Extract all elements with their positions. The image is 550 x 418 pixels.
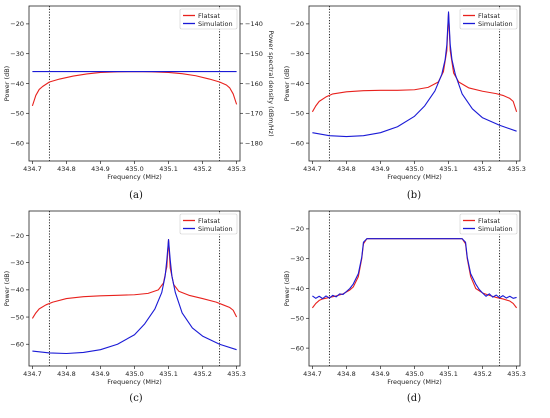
y-right-tick-label: −180 (245, 139, 263, 147)
x-tick-label: 435.1 (439, 370, 458, 378)
panel-caption: (c) (129, 393, 143, 404)
x-tick-label: 435.3 (227, 370, 246, 378)
plot-area (311, 6, 518, 161)
x-tick-label: 435.1 (159, 370, 178, 378)
x-tick-label: 434.7 (303, 165, 322, 173)
plot-frame (28, 210, 241, 367)
plot-area (31, 211, 238, 366)
x-tick-label: 435.3 (227, 165, 246, 173)
chart-panel-3: 434.7 434.8 434.9 435.0 435.1 435.2 435.3 −60 −5… (3, 210, 246, 404)
x-tick-label: 434.7 (23, 370, 42, 378)
x-tick-label: 435.0 (125, 370, 144, 378)
y-tick-label: −20 (10, 232, 24, 240)
x-tick-label: 435.2 (473, 370, 492, 378)
y-right-tick-label: −140 (245, 20, 263, 28)
legend-label: Flatsat (198, 12, 220, 20)
series-line-simulation (32, 239, 237, 355)
panel-caption: (a) (129, 190, 143, 201)
y-tick-label: −40 (290, 80, 304, 88)
chart-panel-4: 434.7 434.8 434.9 435.0 435.1 435.2 435.3 −60 −5… (283, 210, 526, 404)
y-axis-label: Power (dB) (3, 271, 11, 306)
x-tick-label: 435.3 (507, 165, 526, 173)
x-tick-label: 434.9 (91, 370, 110, 378)
x-tick-label: 435.2 (193, 165, 212, 173)
chart-panel-1: 434.7 434.8 434.9 435.0 435.1 435.2 435.3 −60 −5… (3, 5, 275, 201)
y-tick-label: −50 (10, 110, 24, 118)
y-right-tick-label: −160 (245, 80, 263, 88)
panel-caption: (b) (407, 190, 421, 201)
series-line-simulation (312, 238, 517, 300)
x-tick-label: 434.7 (303, 370, 322, 378)
y-right-tick-label: −150 (245, 50, 263, 58)
y-axis-label: Power (dB) (283, 66, 291, 101)
series-line-flatsat (311, 12, 518, 113)
x-tick-label: 435.1 (159, 165, 178, 173)
y-tick-label: −60 (10, 139, 24, 147)
x-tick-label: 435.2 (473, 165, 492, 173)
y-tick-label: −50 (290, 110, 304, 118)
series-line-flatsat (311, 238, 518, 309)
y-right-tick-label: −170 (245, 110, 263, 118)
chart-panel-2: 434.7 434.8 434.9 435.0 435.1 435.2 435.3 −60 −5… (283, 5, 526, 201)
y-tick-label: −20 (290, 225, 304, 233)
x-tick-label: 434.9 (371, 165, 390, 173)
x-tick-label: 434.8 (337, 165, 356, 173)
y-tick-label: −20 (290, 20, 304, 28)
legend-label: Simulation (198, 20, 233, 28)
y-tick-label: −50 (290, 315, 304, 323)
plot-area (311, 211, 518, 366)
y-axis-label: Power (dB) (283, 271, 291, 306)
x-tick-label: 435.0 (125, 165, 144, 173)
y-tick-label: −40 (10, 286, 24, 294)
series-line-simulation (312, 11, 517, 138)
y-axis-label: Power (dB) (3, 66, 11, 101)
y-tick-label: −30 (10, 259, 24, 267)
y-tick-label: −30 (10, 50, 24, 58)
legend-label: Flatsat (478, 12, 500, 20)
legend-label: Flatsat (198, 217, 220, 225)
panel-caption: (d) (407, 393, 421, 404)
x-tick-label: 435.0 (405, 165, 424, 173)
y-tick-label: −40 (290, 285, 304, 293)
y-tick-label: −20 (10, 20, 24, 28)
x-tick-label: 435.1 (439, 165, 458, 173)
x-tick-label: 434.9 (91, 165, 110, 173)
y-tick-label: −30 (290, 50, 304, 58)
y-tick-label: −60 (290, 139, 304, 147)
x-tick-label: 434.8 (57, 165, 76, 173)
plot-frame (308, 210, 521, 367)
legend-label: Simulation (478, 20, 513, 28)
plot-frame (28, 5, 241, 162)
x-axis-label: Frequency (MHz) (387, 173, 442, 181)
x-axis-label: Frequency (MHz) (107, 173, 162, 181)
x-axis-label: Frequency (MHz) (107, 378, 162, 386)
plot-frame (308, 5, 521, 162)
y-tick-label: −50 (10, 313, 24, 321)
x-tick-label: 435.3 (507, 370, 526, 378)
y-tick-label: −30 (290, 255, 304, 263)
legend-label: Flatsat (478, 217, 500, 225)
y-right-axis-label: Power spectral density (dBm/Hz) (267, 30, 275, 136)
legend-label: Simulation (478, 225, 513, 233)
series-line-flatsat (31, 71, 238, 107)
x-tick-label: 435.0 (405, 370, 424, 378)
y-tick-label: −60 (10, 341, 24, 349)
series-line-flatsat (31, 239, 238, 319)
y-tick-label: −60 (290, 344, 304, 352)
x-tick-label: 434.9 (371, 370, 390, 378)
x-axis-label: Frequency (MHz) (387, 378, 442, 386)
legend-label: Simulation (198, 225, 233, 233)
x-tick-label: 434.8 (337, 370, 356, 378)
x-tick-label: 434.7 (23, 165, 42, 173)
x-tick-label: 434.8 (57, 370, 76, 378)
x-tick-label: 435.2 (193, 370, 212, 378)
y-tick-label: −40 (10, 80, 24, 88)
plot-area (31, 6, 238, 161)
